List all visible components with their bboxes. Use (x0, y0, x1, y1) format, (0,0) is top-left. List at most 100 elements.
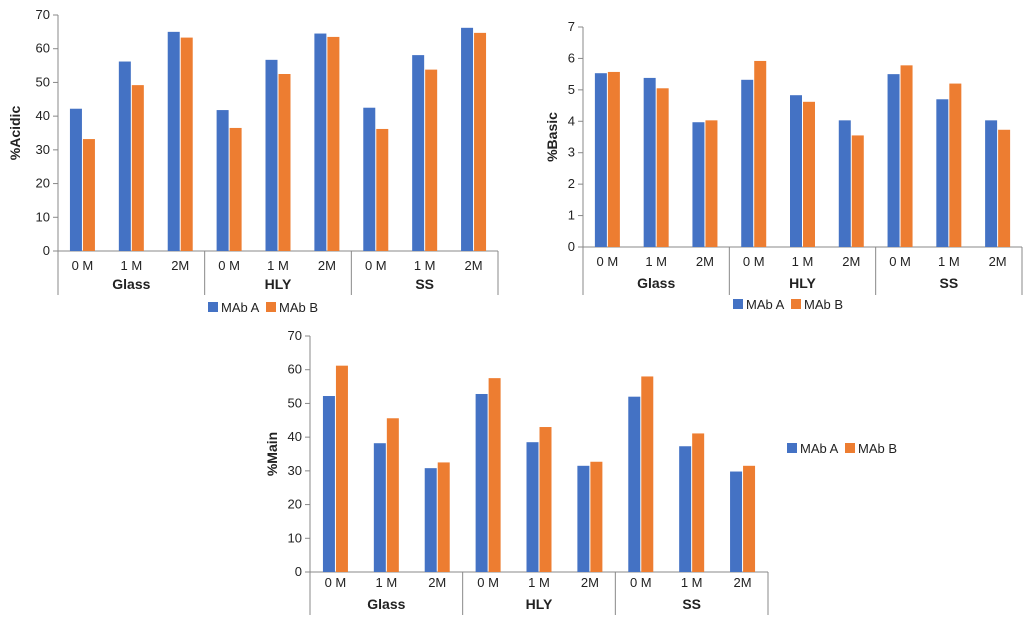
bar-mab-b (641, 376, 654, 572)
bar-mab-b (590, 461, 603, 572)
bar-mab-b (692, 433, 705, 572)
y-axis-title: %Main (264, 432, 280, 476)
group-label: HLY (526, 596, 553, 612)
bar-mab-b (131, 85, 144, 251)
x-tick-label: 0 M (325, 575, 347, 590)
x-tick-label: 1 M (645, 254, 667, 269)
group-label: Glass (367, 596, 405, 612)
bar-mab-a (887, 74, 900, 248)
legend-swatch-mab-a (733, 299, 743, 309)
y-tick-label: 0 (568, 239, 575, 254)
x-tick-label: 0 M (72, 258, 94, 273)
group-label: HLY (789, 275, 816, 291)
y-tick-label: 1 (568, 208, 575, 223)
bar-mab-a (475, 393, 488, 572)
legend-label-mab-b: MAb B (804, 297, 843, 312)
bar-mab-a (69, 108, 82, 252)
y-tick-label: 20 (36, 176, 50, 191)
bar-mab-b (656, 88, 669, 248)
bar-mab-b (82, 139, 95, 251)
x-tick-label: 0 M (477, 575, 499, 590)
bar-mab-a (594, 73, 607, 247)
bar-mab-a (363, 107, 376, 251)
bar-mab-b (851, 135, 864, 247)
x-tick-label: 2M (696, 254, 714, 269)
group-label: SS (415, 276, 434, 292)
y-tick-label: 50 (36, 74, 50, 89)
y-axis-title: %Basic (544, 112, 560, 162)
y-tick-label: 40 (288, 429, 302, 444)
legend: MAb A MAb B (208, 300, 318, 315)
legend-swatch-mab-b (791, 299, 801, 309)
y-tick-label: 7 (568, 19, 575, 34)
y-tick-label: 50 (288, 395, 302, 410)
x-tick-label: 2M (465, 258, 483, 273)
chart-basic: 0 1 2 3 4 5 6 7 %Basic 0 M 1 M 2M 0 M 1 M 2M 0 M 1 M 2M Gl… (544, 19, 1023, 312)
x-tick-label: 0 M (597, 254, 619, 269)
y-tick-label: 40 (36, 108, 50, 123)
group-label: Glass (112, 276, 150, 292)
bar-mab-a (167, 31, 180, 251)
y-tick-label: 30 (36, 142, 50, 157)
legend-label-mab-b: MAb B (858, 441, 897, 456)
x-tick-label: 1 M (414, 258, 436, 273)
bar-mab-b (327, 36, 340, 251)
bar-mab-b (425, 69, 438, 251)
bar-mab-b (803, 101, 815, 247)
legend-swatch-mab-a (787, 443, 797, 453)
bar-mab-a (265, 59, 278, 252)
bar-mab-b (278, 74, 291, 251)
x-tick-label: 2M (318, 258, 336, 273)
x-tick-label: 1 M (267, 258, 289, 273)
bar-mab-a (412, 55, 425, 252)
x-tick-label: 0 M (889, 254, 911, 269)
x-tick-label: 2M (428, 575, 446, 590)
x-tick-label: 1 M (792, 254, 814, 269)
bar-mab-a (790, 95, 802, 247)
x-tick-label: 1 M (681, 575, 703, 590)
x-tick-label: 0 M (218, 258, 240, 273)
group-label: Glass (637, 275, 675, 291)
x-tick-label: 2M (581, 575, 599, 590)
y-tick-label: 30 (288, 463, 302, 478)
y-tick-label: 0 (295, 564, 302, 579)
bar-mab-a (577, 465, 590, 572)
bar-mab-b (539, 427, 552, 572)
bar-mab-b (386, 418, 399, 572)
x-tick-label: 2M (171, 258, 189, 273)
bar-mab-a (118, 61, 131, 252)
y-tick-label: 3 (568, 145, 575, 160)
x-tick-label: 0 M (630, 575, 652, 590)
x-tick-label: 0 M (743, 254, 765, 269)
bar-mab-b (488, 378, 501, 572)
bar-mab-a (373, 443, 386, 572)
bar-mab-a (730, 471, 743, 572)
y-tick-label: 70 (36, 7, 50, 22)
bar-mab-b (437, 462, 450, 572)
x-tick-label: 2M (734, 575, 752, 590)
y-tick-label: 6 (568, 50, 575, 65)
bar-mab-b (474, 32, 487, 251)
bar-mab-a (692, 122, 705, 247)
x-tick-label: 1 M (528, 575, 550, 590)
bar-mab-b (705, 120, 718, 247)
bar-mab-b (180, 37, 193, 252)
bar-mab-a (838, 120, 851, 247)
legend: MAb A MAb B (733, 297, 843, 312)
x-tick-label: 2M (842, 254, 860, 269)
bar-mab-b (335, 365, 348, 572)
legend: MAb A MAb B (787, 441, 897, 456)
y-tick-label: 20 (288, 497, 302, 512)
bar-mab-a (643, 77, 656, 248)
bar-mab-b (949, 83, 962, 247)
x-tick-label: 1 M (938, 254, 960, 269)
bar-mab-b (229, 127, 242, 251)
bar-mab-b (900, 65, 913, 247)
bar-mab-a (936, 99, 949, 248)
y-tick-label: 2 (568, 176, 575, 191)
bar-mab-b (607, 71, 620, 247)
legend-label-mab-a: MAb A (746, 297, 785, 312)
y-tick-label: 70 (288, 328, 302, 343)
y-tick-label: 4 (568, 113, 575, 128)
bar-mab-a (322, 396, 335, 572)
